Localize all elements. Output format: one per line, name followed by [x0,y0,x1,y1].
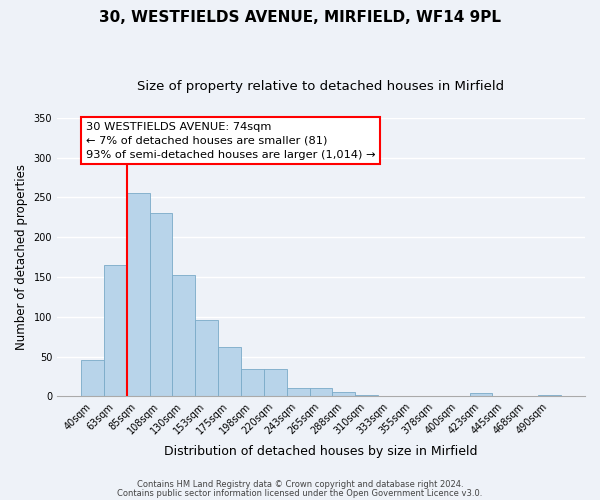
Bar [149,214,172,396]
Bar [332,392,355,396]
Bar [127,194,149,396]
Bar [172,274,196,396]
Bar [470,393,493,396]
Text: Contains public sector information licensed under the Open Government Licence v3: Contains public sector information licen… [118,489,482,498]
Bar [310,388,332,396]
Text: 30 WESTFIELDS AVENUE: 74sqm
← 7% of detached houses are smaller (81)
93% of semi: 30 WESTFIELDS AVENUE: 74sqm ← 7% of deta… [86,122,375,160]
Text: 30, WESTFIELDS AVENUE, MIRFIELD, WF14 9PL: 30, WESTFIELDS AVENUE, MIRFIELD, WF14 9P… [99,10,501,25]
Y-axis label: Number of detached properties: Number of detached properties [15,164,28,350]
X-axis label: Distribution of detached houses by size in Mirfield: Distribution of detached houses by size … [164,444,478,458]
Bar [241,370,264,396]
Title: Size of property relative to detached houses in Mirfield: Size of property relative to detached ho… [137,80,505,93]
Bar [196,320,218,396]
Bar [264,370,287,396]
Bar [287,388,310,396]
Bar [104,265,127,396]
Bar [355,395,378,396]
Bar [81,360,104,397]
Text: Contains HM Land Registry data © Crown copyright and database right 2024.: Contains HM Land Registry data © Crown c… [137,480,463,489]
Bar [538,395,561,396]
Bar [218,347,241,397]
